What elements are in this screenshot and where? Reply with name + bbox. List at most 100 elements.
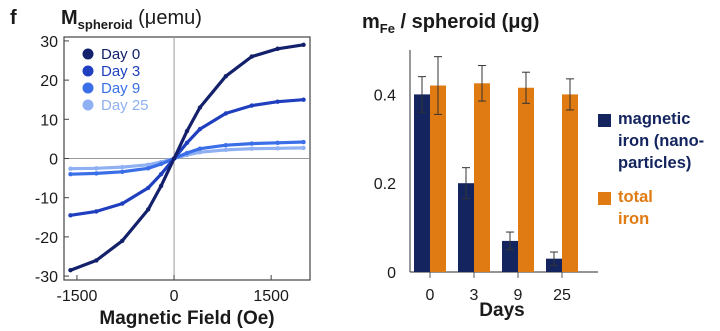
legend-item-total-iron: total iron — [598, 186, 716, 230]
left-x-tick-label: 0 — [170, 288, 179, 305]
left-data-point — [223, 73, 229, 79]
left-legend-marker — [82, 82, 94, 94]
left-legend-marker — [82, 99, 94, 111]
legend-swatch-total-iron — [598, 192, 611, 205]
left-series-line — [68, 98, 306, 217]
left-title-main: M — [61, 7, 78, 29]
left-data-point — [301, 42, 306, 48]
iron-bar-chart: mFe / spheroid (μg) 0 0.2 0.4 0 3 9 25 Days — [362, 11, 598, 321]
right-y-tick-label: 0 — [387, 265, 396, 282]
left-data-point — [171, 156, 177, 161]
left-axes: 30 20 10 0 -10 -20 -30 -1500 0 1500 — [35, 34, 310, 305]
right-x-tick-label: 3 — [470, 287, 479, 304]
right-bars-group — [414, 56, 578, 273]
left-data-point — [301, 145, 306, 151]
left-data-point — [68, 166, 73, 171]
left-data-point — [145, 166, 151, 171]
legend-label-magnetic-iron: magnetic iron (nano-particles) — [618, 108, 704, 174]
left-data-point — [145, 162, 151, 167]
left-data-point — [301, 97, 306, 102]
right-bar — [502, 240, 518, 272]
left-legend-marker — [82, 48, 94, 60]
legend-label-line: total — [618, 188, 653, 206]
right-bar — [562, 94, 578, 273]
legend-swatch-magnetic-iron — [598, 114, 611, 127]
left-series-group — [68, 42, 306, 273]
left-title-unit: (μemu) — [133, 7, 202, 29]
left-x-tick-label: 1500 — [253, 288, 289, 305]
left-data-point — [275, 99, 280, 104]
left-data-point — [249, 141, 254, 146]
left-data-point — [223, 142, 229, 148]
right-x-axis-label: Days — [479, 300, 524, 321]
right-x-tick-label: 0 — [426, 287, 435, 304]
legend-label-line: iron (nano- — [618, 132, 705, 150]
left-data-point — [158, 161, 164, 167]
left-legend-marker — [82, 65, 94, 77]
left-data-point — [68, 268, 73, 273]
left-x-tick-label: -1500 — [56, 288, 97, 305]
left-data-point — [68, 213, 73, 218]
left-legend-label: Day 0 — [101, 46, 140, 63]
right-legend: magnetic iron (nano-particles) total iron — [598, 108, 716, 242]
left-data-point — [94, 166, 99, 171]
left-data-point — [94, 171, 99, 176]
right-bar — [458, 183, 474, 272]
left-data-point — [301, 139, 306, 145]
left-data-point — [145, 207, 151, 212]
left-y-tick-label: 20 — [40, 73, 58, 90]
legend-item-magnetic-iron: magnetic iron (nano-particles) — [598, 108, 716, 174]
left-data-point — [145, 185, 151, 191]
right-x-tick-label: 9 — [514, 287, 523, 304]
left-data-point — [197, 146, 203, 151]
left-data-point — [184, 140, 190, 146]
left-data-point — [120, 201, 125, 206]
left-data-point — [94, 258, 99, 263]
left-series-line — [68, 43, 306, 272]
left-data-point — [120, 238, 125, 244]
right-title-main: m — [362, 11, 380, 33]
left-y-tick-label: 0 — [49, 152, 58, 169]
legend-label-line: magnetic — [618, 110, 691, 128]
left-title-sub: spheroid — [78, 17, 133, 32]
left-data-point — [275, 46, 280, 51]
legend-label-line: iron — [618, 210, 650, 228]
left-x-axis-label: Magnetic Field (Oe) — [99, 308, 274, 329]
left-data-point — [249, 146, 254, 151]
left-data-point — [197, 126, 203, 132]
magnetization-chart: f Mspheroid (μemu) 30 20 10 0 -10 -20 -30 -1500… — [10, 7, 311, 329]
left-legend-label: Day 25 — [101, 97, 149, 114]
left-data-point — [184, 150, 190, 156]
left-series-line — [68, 140, 306, 176]
left-data-point — [223, 147, 229, 153]
left-legend-label: Day 3 — [101, 63, 140, 80]
right-y-tick-label: 0.2 — [374, 176, 396, 193]
left-data-point — [249, 103, 254, 108]
left-data-point — [197, 105, 203, 110]
right-bar — [414, 94, 430, 273]
left-chart-title: Mspheroid (μemu) — [61, 7, 202, 32]
left-y-tick-label: -30 — [35, 269, 58, 286]
left-data-point — [249, 54, 254, 59]
right-title-rest: / spheroid (μg) — [395, 11, 539, 33]
right-chart-title: mFe / spheroid (μg) — [362, 11, 539, 36]
right-title-sub: Fe — [380, 21, 395, 36]
left-legend-label: Day 9 — [101, 80, 140, 97]
left-data-point — [158, 183, 164, 189]
right-bar — [518, 87, 534, 273]
left-data-point — [223, 111, 229, 116]
panel-letter: f — [10, 7, 17, 29]
left-data-point — [197, 150, 203, 155]
left-data-point — [94, 209, 99, 214]
left-y-tick-label: 30 — [40, 34, 58, 51]
left-y-tick-label: 10 — [40, 112, 58, 129]
left-data-point — [120, 169, 125, 175]
right-axes: 0 0.2 0.4 0 3 9 25 — [374, 87, 571, 304]
right-x-tick-label: 25 — [553, 287, 571, 304]
left-y-tick-label: -10 — [35, 191, 58, 208]
right-bar — [430, 85, 446, 273]
left-y-tick-label: -20 — [35, 230, 58, 247]
left-data-point — [158, 171, 164, 177]
